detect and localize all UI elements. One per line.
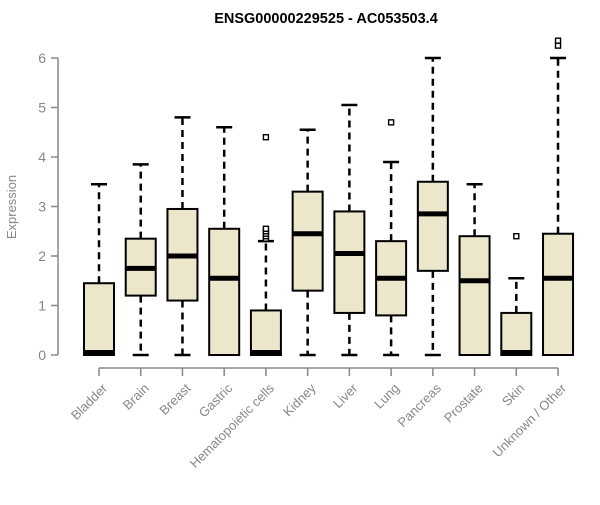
y-axis-label: Expression (4, 175, 19, 239)
x-tick-label-unknown-other: Unknown / Other (490, 380, 570, 460)
x-tick-label-lung: Lung (371, 381, 402, 412)
box-hematopoietic-cells (249, 309, 282, 357)
outlier-point-hematopoietic-cells (262, 225, 270, 232)
x-tick-label-breast: Breast (156, 380, 193, 417)
y-tick-label: 2 (38, 248, 46, 264)
box-prostate (458, 235, 491, 356)
y-tick-label: 5 (38, 100, 46, 116)
box-bladder (83, 282, 115, 357)
box-gastric (208, 227, 241, 356)
box-unknown-other (542, 232, 575, 357)
outlier-point-lung (387, 119, 395, 126)
y-tick-label: 6 (38, 50, 46, 66)
x-tick-label-pancreas: Pancreas (395, 380, 445, 430)
y-tick-label: 1 (38, 298, 46, 314)
box-liver (333, 210, 366, 314)
y-tick-label: 0 (38, 347, 46, 363)
outlier-point-skin (513, 232, 520, 240)
chart-title: ENSG00000229525 - AC053503.4 (214, 11, 438, 27)
outlier-point-hematopoietic-cells (262, 133, 270, 141)
box-pancreas (416, 180, 449, 272)
box-kidney (291, 190, 324, 292)
outlier-point-unknown-other (554, 42, 562, 49)
x-tick-label-gastric: Gastric (196, 380, 236, 420)
y-tick-label: 4 (38, 149, 46, 165)
x-tick-label-bladder: Bladder (68, 380, 111, 423)
outlier-point-unknown-other (554, 37, 562, 44)
x-tick-label-liver: Liver (330, 380, 361, 411)
box-skin (500, 311, 533, 356)
x-tick-label-skin: Skin (499, 381, 527, 409)
x-tick-label-kidney: Kidney (280, 380, 319, 419)
x-tick-label-prostate: Prostate (441, 381, 486, 426)
y-tick-label: 3 (38, 199, 46, 215)
x-tick-label-brain: Brain (120, 381, 152, 413)
